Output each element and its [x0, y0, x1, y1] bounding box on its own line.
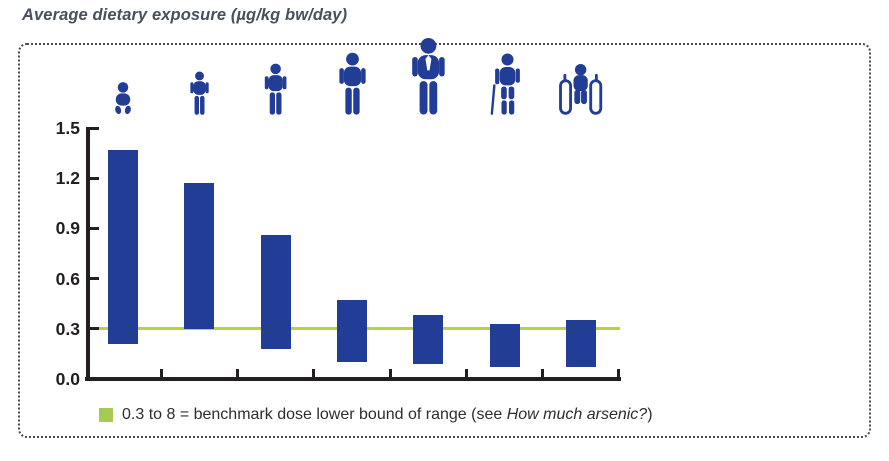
y-tick-label: 0.0 [55, 369, 80, 389]
infant-icon [106, 81, 140, 115]
y-tick-mark [89, 226, 99, 230]
elderly-icon [485, 52, 524, 115]
exposure-bar-adolescents [337, 300, 367, 363]
y-axis-line [86, 126, 90, 381]
exposure-bar-elderly [489, 323, 520, 368]
exposure-bar-toddlers [184, 183, 215, 329]
y-tick-mark [89, 327, 99, 331]
y-tick-label: 0.6 [55, 268, 80, 289]
x-axis-line [85, 377, 621, 381]
y-tick-label: 0.3 [55, 318, 80, 339]
x-tick-mark [617, 369, 620, 378]
exposure-bar-infants [108, 149, 139, 344]
x-tick-mark [388, 369, 392, 378]
y-tick-label: 1.2 [55, 168, 80, 189]
x-tick-mark [159, 369, 163, 378]
chart-title: Average dietary exposure (µg/kg bw/day) [22, 6, 348, 24]
x-tick-mark [464, 369, 468, 378]
x-tick-mark [541, 369, 545, 378]
adolescent-icon [336, 52, 369, 115]
legend-text: 0.3 to 8 = benchmark dose lower bound of… [122, 406, 653, 424]
toddler-icon [188, 71, 211, 115]
y-tick-label: 1.5 [55, 118, 80, 138]
y-tick-mark [89, 126, 99, 130]
legend-text-italic: How much arsenic? [506, 406, 648, 423]
exposure-bar-children [260, 235, 291, 349]
legend-text-after: ) [647, 406, 653, 423]
exposure-bar-adults [413, 315, 444, 364]
benchmark-legend: 0.3 to 8 = benchmark dose lower bound of… [99, 406, 653, 424]
exposure-bar-very-elderly [565, 320, 596, 368]
x-tick-mark [236, 369, 240, 378]
y-tick-mark [89, 176, 99, 180]
y-tick-label: 0.9 [55, 218, 80, 239]
legend-text-before: 0.3 to 8 = benchmark dose lower bound of… [122, 406, 507, 423]
child-icon [262, 63, 289, 115]
adult-icon [408, 37, 449, 115]
y-tick-mark [89, 277, 99, 281]
x-tick-mark [312, 369, 316, 378]
wheelchair-icon [558, 63, 603, 115]
legend-swatch [99, 408, 113, 422]
